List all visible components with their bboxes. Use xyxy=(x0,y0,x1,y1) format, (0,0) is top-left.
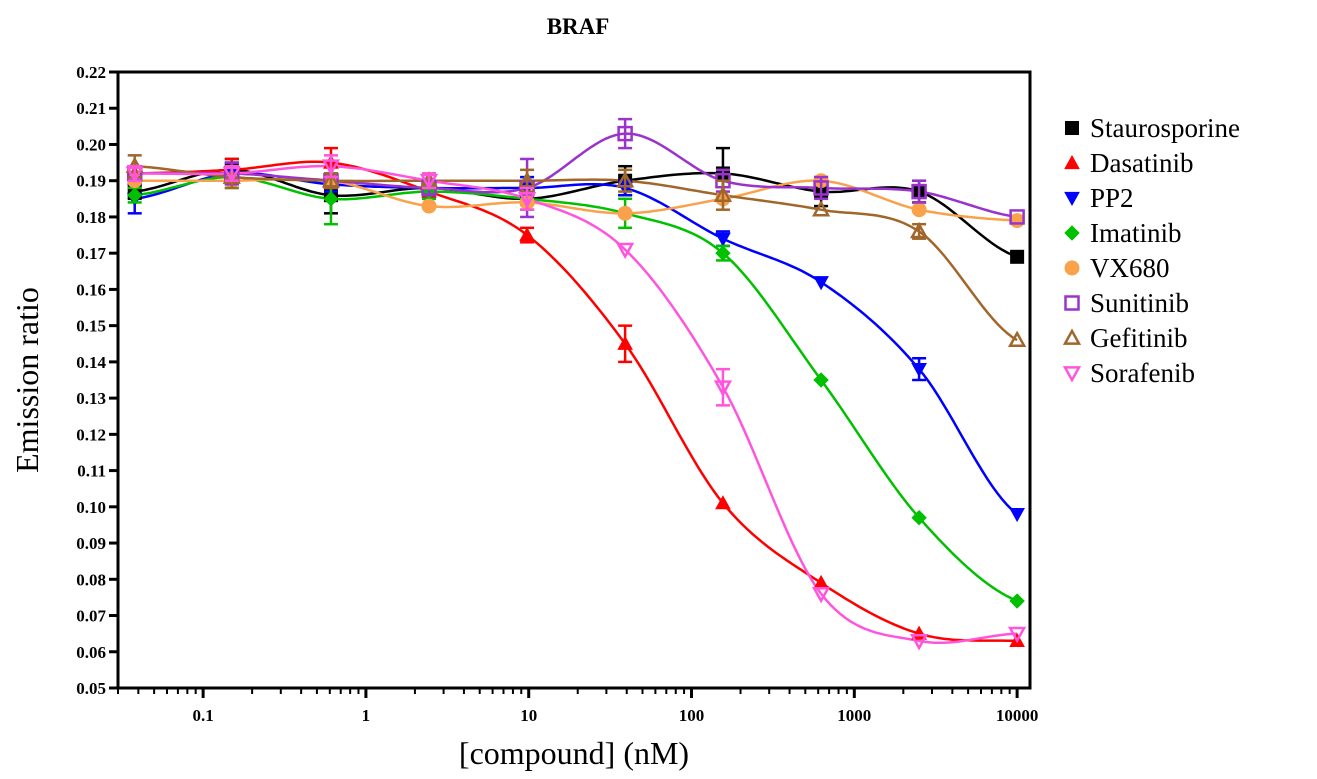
legend-marker-pp2 xyxy=(1064,191,1080,207)
data-point xyxy=(323,191,339,207)
fit-curve-sorafenib xyxy=(134,164,1018,645)
data-point xyxy=(617,335,633,350)
fit-curve-gefitinib xyxy=(134,164,1018,342)
legend-label-staurosporine: Staurosporine xyxy=(1090,113,1240,143)
data-point xyxy=(615,171,635,188)
data-point xyxy=(617,125,633,142)
series-staurosporine xyxy=(127,146,1025,264)
fit-curve-dasatinib xyxy=(134,160,1018,643)
series-imatinib xyxy=(127,164,1025,609)
data-point xyxy=(811,586,831,604)
x-axis-label: [compound] (nM) xyxy=(459,735,689,771)
chart-title: BRAF xyxy=(547,14,610,39)
y-tick-label: 0.16 xyxy=(76,280,106,299)
data-point xyxy=(715,232,731,247)
data-point xyxy=(813,276,829,291)
data-point xyxy=(911,202,927,218)
data-point xyxy=(517,171,537,188)
data-point xyxy=(911,183,927,200)
series-sorafenib xyxy=(125,154,1027,651)
y-tick-label: 0.22 xyxy=(76,63,106,82)
legend-marker-sorafenib xyxy=(1062,366,1082,383)
y-tick-label: 0.07 xyxy=(76,607,106,626)
data-point xyxy=(519,227,535,242)
x-tick-label: 0.1 xyxy=(192,706,213,725)
legend-label-pp2: PP2 xyxy=(1090,183,1134,213)
data-points xyxy=(125,117,1027,651)
legend-label-dasatinib: Dasatinib xyxy=(1090,148,1193,178)
data-point xyxy=(713,380,733,397)
legend-label-vx680: VX680 xyxy=(1090,253,1170,283)
data-point xyxy=(909,221,929,239)
data-point xyxy=(911,509,927,526)
data-point xyxy=(813,574,829,590)
data-point xyxy=(713,185,733,203)
data-point xyxy=(419,173,439,191)
fit-curves xyxy=(134,132,1018,645)
x-tick-label: 10000 xyxy=(996,706,1039,725)
data-point xyxy=(1009,209,1025,225)
legend: Staurosporine Dasatinib PP2 Imatinib VX680 Su… xyxy=(1062,113,1240,388)
plot-frame xyxy=(116,70,1032,690)
fit-curve-pp2 xyxy=(134,171,1018,516)
data-point xyxy=(321,159,341,176)
axes: 0.050.060.070.080.090.100.110.120.130.14… xyxy=(76,63,1038,725)
y-tick-label: 0.15 xyxy=(76,317,106,336)
x-tick-label: 10 xyxy=(520,706,537,725)
y-tick-label: 0.18 xyxy=(76,208,106,227)
y-axis-label: Emission ratio xyxy=(9,287,45,473)
legend-marker-sunitinib xyxy=(1064,295,1080,311)
x-tick-label: 1 xyxy=(362,706,371,725)
legend-marker-gefitinib xyxy=(1062,328,1082,345)
y-tick-label: 0.13 xyxy=(76,389,106,408)
series-dasatinib xyxy=(126,146,1025,647)
data-point xyxy=(615,242,635,260)
y-tick-label: 0.12 xyxy=(76,425,106,444)
data-point xyxy=(421,198,437,214)
y-tick-label: 0.19 xyxy=(76,172,106,191)
legend-marker-imatinib xyxy=(1064,225,1080,241)
legend-marker-dasatinib xyxy=(1064,154,1080,170)
data-point xyxy=(909,634,929,651)
legend-label-imatinib: Imatinib xyxy=(1090,218,1181,248)
data-point xyxy=(813,180,829,196)
data-point xyxy=(813,372,829,388)
data-point xyxy=(811,200,831,217)
data-point xyxy=(1010,249,1025,264)
x-tick-label: 100 xyxy=(679,706,705,725)
data-point xyxy=(911,363,927,378)
data-point xyxy=(222,166,241,184)
x-tick-label: 1000 xyxy=(837,706,871,725)
legend-marker-staurosporine xyxy=(1065,121,1079,135)
y-tick-label: 0.05 xyxy=(76,679,106,698)
data-point xyxy=(617,205,633,221)
data-point xyxy=(125,166,144,184)
data-point xyxy=(715,245,731,261)
data-point xyxy=(1007,330,1027,347)
y-tick-label: 0.11 xyxy=(77,462,106,481)
fit-curve-sunitinib xyxy=(134,132,1018,219)
legend-label-sunitinib: Sunitinib xyxy=(1090,288,1189,318)
data-point xyxy=(127,187,143,203)
data-point xyxy=(321,171,341,188)
y-tick-label: 0.14 xyxy=(76,353,106,372)
y-tick-label: 0.08 xyxy=(76,570,106,589)
data-point xyxy=(517,191,537,209)
y-tick-label: 0.10 xyxy=(76,498,106,517)
y-tick-label: 0.06 xyxy=(76,643,106,662)
y-tick-label: 0.21 xyxy=(76,99,106,118)
legend-label-sorafenib: Sorafenib xyxy=(1090,358,1195,388)
y-tick-label: 0.20 xyxy=(76,135,106,154)
data-point xyxy=(715,495,731,510)
y-tick-label: 0.09 xyxy=(76,534,106,553)
legend-label-gefitinib: Gefitinib xyxy=(1090,323,1187,353)
data-point xyxy=(1009,507,1025,523)
data-point xyxy=(1009,213,1025,229)
data-point xyxy=(1007,626,1027,644)
legend-marker-vx680 xyxy=(1064,260,1080,276)
data-point xyxy=(1009,593,1025,609)
y-tick-label: 0.17 xyxy=(76,244,106,263)
fit-curve-imatinib xyxy=(134,175,1018,603)
